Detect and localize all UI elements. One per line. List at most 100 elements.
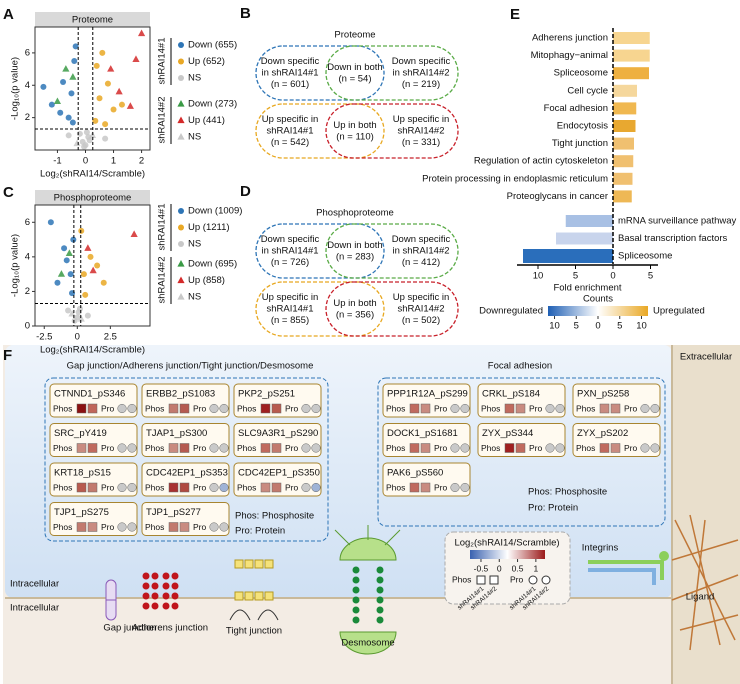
phos-square: [599, 443, 610, 453]
y-axis-label: -Log₁₀(p value): [10, 57, 21, 120]
legend-group-title: shRAI14#2: [157, 96, 168, 143]
legend-gradient: [470, 550, 545, 559]
data-point: [60, 79, 67, 86]
note: Phos: Phosphosite: [528, 487, 607, 498]
category-label: Protein processing in endoplasmic reticu…: [422, 173, 608, 184]
phos-square: [179, 522, 190, 532]
protein-item: [141, 462, 230, 497]
pro-circle: [640, 403, 650, 414]
phos-square: [179, 482, 190, 493]
protein-label: SLC9A3R1_pS290: [238, 428, 318, 439]
pro-circle: [209, 482, 219, 493]
venn-label: Down specific: [392, 234, 451, 245]
venn-ring: [255, 223, 385, 279]
pro-circle: [650, 403, 660, 414]
phos-square: [409, 482, 420, 493]
legend-group-title: shRAI14#1: [157, 203, 168, 250]
x-axis-label: Log₂(shRAI14/Scramble): [40, 345, 145, 356]
venn-label: (n = 601): [271, 79, 309, 90]
banner: [35, 190, 150, 205]
pro-circle: [219, 403, 229, 414]
data-point: [65, 307, 72, 314]
x-tick-label: 0: [83, 156, 88, 167]
pro-circle: [450, 482, 460, 493]
data-point: [65, 114, 72, 121]
data-point: [71, 57, 78, 64]
ligand-icon: [671, 514, 739, 651]
panel-letter: B: [240, 5, 251, 22]
y-tick-label: 6: [25, 217, 30, 228]
phos-label: Phos: [386, 403, 405, 413]
protein-label: PXN_pS258: [577, 389, 629, 400]
integrin-icon: [588, 551, 669, 585]
protein-label: ZYX_pS202: [577, 428, 628, 439]
gap-junction-icon: [105, 579, 117, 621]
category-label: Mitophagy−animal: [531, 50, 608, 61]
x-tick-label: -1: [53, 156, 61, 167]
panel-letter: F: [3, 347, 12, 364]
pro-label: Pro: [434, 482, 448, 492]
venn-label: shRAI14#2: [397, 126, 444, 137]
pro-circle: [545, 403, 555, 414]
phos-square: [420, 443, 431, 453]
phos-square: [260, 482, 271, 493]
venn-label: Down in both: [327, 240, 382, 251]
pro-circle: [460, 403, 470, 414]
phos-label: Phos: [386, 443, 405, 453]
bar: [613, 190, 632, 203]
legend-title: Log₂(shRAI14/Scramble): [454, 538, 559, 549]
pro-circle: [301, 443, 311, 453]
data-point: [57, 270, 66, 277]
venn-label: shRAI14#2: [397, 304, 444, 315]
legend-label: NS: [188, 292, 201, 303]
venn-label: Up in both: [333, 120, 376, 131]
phos-label: Phos: [576, 443, 595, 453]
data-point: [132, 55, 140, 62]
venn-label: Up specific in: [393, 114, 450, 125]
phos-square: [409, 443, 420, 453]
category-label: mRNA surveillance pathway: [618, 216, 737, 227]
pro-circle: [450, 403, 460, 414]
colorbar-tick-label: 5: [574, 321, 579, 332]
data-point: [102, 135, 109, 142]
category-label: Endocytosis: [557, 121, 608, 132]
protein-item: [477, 383, 566, 418]
phos-square: [168, 522, 179, 532]
venn-label: Up specific in: [262, 114, 319, 125]
protein-item: [233, 383, 322, 418]
pro-circle: [117, 522, 127, 532]
protein-label: ERBB2_pS1083: [146, 389, 215, 400]
y-tick-label: 4: [25, 80, 30, 91]
colorbar-high-label: Upregulated: [653, 306, 705, 317]
venn-title: Phosphoproteome: [316, 208, 394, 219]
tight-junction-icon: [229, 559, 279, 621]
protein-item: [477, 423, 566, 457]
protein-item: [141, 383, 230, 418]
data-point: [137, 29, 146, 37]
pro-circle: [209, 443, 219, 453]
phos-square: [76, 443, 87, 453]
venn-label: (n = 412): [402, 257, 440, 268]
legend-marker: [178, 241, 184, 247]
data-point: [54, 279, 61, 286]
section-title: Focal adhesion: [488, 361, 552, 372]
data-point: [62, 65, 70, 72]
category-label: Cell cycle: [567, 85, 608, 96]
venn-label: Down specific: [392, 56, 451, 67]
colorbar-low-label: Downregulated: [479, 306, 543, 317]
pro-label: Pro: [101, 482, 115, 492]
category-label: Focal adhesion: [544, 103, 608, 114]
protein-label: PPP1R12A_pS299: [387, 389, 468, 400]
data-point: [115, 87, 123, 95]
legend-marker: [178, 224, 184, 231]
panel-letter: E: [510, 6, 520, 23]
bar: [613, 120, 636, 132]
legend-tick-label: 0: [497, 563, 502, 573]
data-point: [102, 121, 109, 128]
venn-label: (n = 219): [402, 79, 440, 90]
structure-label: Tight junction: [226, 626, 282, 637]
legend-marker: [177, 116, 185, 124]
data-point: [47, 219, 54, 226]
venn-label: in shRAI14#1: [261, 68, 318, 79]
legend-label: Up (652): [188, 56, 225, 67]
